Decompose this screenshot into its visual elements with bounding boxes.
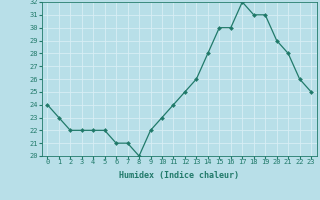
X-axis label: Humidex (Indice chaleur): Humidex (Indice chaleur) bbox=[119, 171, 239, 180]
